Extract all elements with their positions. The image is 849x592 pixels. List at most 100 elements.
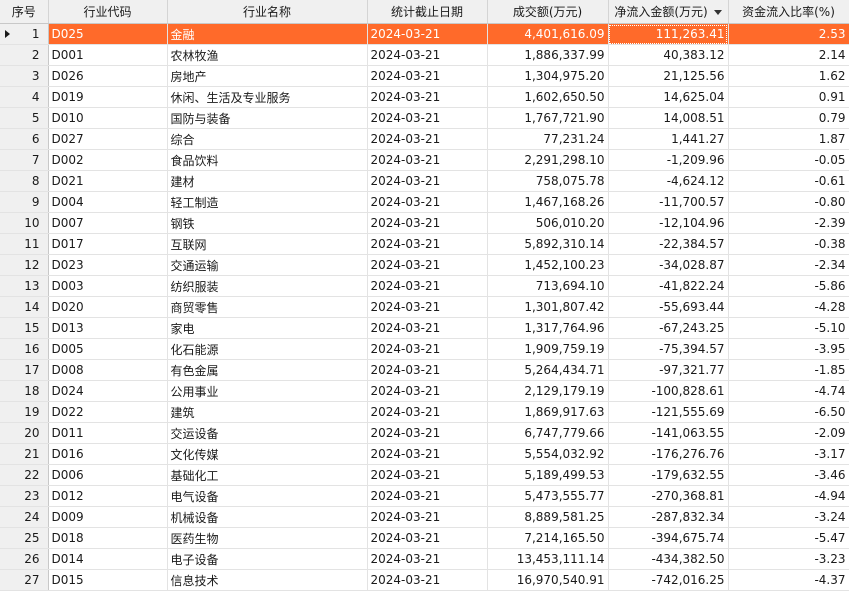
table-row[interactable]: 8 D021 建材 2024-03-21 758,075.78 -4,624.12 -0.6… [0, 170, 849, 192]
industry-code-cell[interactable]: D005 [48, 338, 168, 360]
col-header-code[interactable]: 行业代码 [48, 0, 168, 24]
net-inflow-cell[interactable]: -121,555.69 [608, 401, 729, 423]
cutoff-date-cell[interactable]: 2024-03-21 [367, 443, 488, 465]
cutoff-date-cell[interactable]: 2024-03-21 [367, 548, 488, 570]
net-inflow-cell[interactable]: 14,008.51 [608, 107, 729, 129]
row-index-cell[interactable]: 23 [0, 485, 49, 507]
row-index-cell[interactable]: 14 [0, 296, 49, 318]
table-row[interactable]: 4 D019 休闲、生活及专业服务 2024-03-21 1,602,650.50 14,… [0, 86, 849, 108]
industry-name-cell[interactable]: 医药生物 [167, 527, 368, 549]
inflow-ratio-cell[interactable]: 0.79 [728, 107, 849, 129]
turnover-cell[interactable]: 4,401,616.09 [487, 23, 609, 45]
cutoff-date-cell[interactable]: 2024-03-21 [367, 296, 488, 318]
cutoff-date-cell[interactable]: 2024-03-21 [367, 359, 488, 381]
net-inflow-cell[interactable]: -179,632.55 [608, 464, 729, 486]
industry-name-cell[interactable]: 农林牧渔 [167, 44, 368, 66]
industry-code-cell[interactable]: D020 [48, 296, 168, 318]
cutoff-date-cell[interactable]: 2024-03-21 [367, 464, 488, 486]
table-row[interactable]: 21 D016 文化传媒 2024-03-21 5,554,032.92 -176,276… [0, 443, 849, 465]
net-inflow-cell[interactable]: -67,243.25 [608, 317, 729, 339]
industry-name-cell[interactable]: 食品饮料 [167, 149, 368, 171]
inflow-ratio-cell[interactable]: -4.94 [728, 485, 849, 507]
row-index-cell[interactable]: 11 [0, 233, 49, 255]
industry-code-cell[interactable]: D025 [48, 23, 168, 45]
turnover-cell[interactable]: 1,869,917.63 [487, 401, 609, 423]
cutoff-date-cell[interactable]: 2024-03-21 [367, 191, 488, 213]
turnover-cell[interactable]: 506,010.20 [487, 212, 609, 234]
turnover-cell[interactable]: 1,317,764.96 [487, 317, 609, 339]
turnover-cell[interactable]: 713,694.10 [487, 275, 609, 297]
net-inflow-cell[interactable]: -100,828.61 [608, 380, 729, 402]
table-row[interactable]: 20 D011 交运设备 2024-03-21 6,747,779.66 -141,063… [0, 422, 849, 444]
turnover-cell[interactable]: 7,214,165.50 [487, 527, 609, 549]
table-row[interactable]: 22 D006 基础化工 2024-03-21 5,189,499.53 -179,632… [0, 464, 849, 486]
industry-code-cell[interactable]: D003 [48, 275, 168, 297]
net-inflow-cell[interactable]: 40,383.12 [608, 44, 729, 66]
turnover-cell[interactable]: 1,767,721.90 [487, 107, 609, 129]
net-inflow-cell[interactable]: -12,104.96 [608, 212, 729, 234]
inflow-ratio-cell[interactable]: -4.74 [728, 380, 849, 402]
industry-code-cell[interactable]: D006 [48, 464, 168, 486]
cutoff-date-cell[interactable]: 2024-03-21 [367, 401, 488, 423]
turnover-cell[interactable]: 1,467,168.26 [487, 191, 609, 213]
turnover-cell[interactable]: 1,602,650.50 [487, 86, 609, 108]
table-row[interactable]: 25 D018 医药生物 2024-03-21 7,214,165.50 -394,675… [0, 527, 849, 549]
row-index-cell[interactable]: 1 [0, 23, 49, 45]
net-inflow-cell[interactable]: -41,822.24 [608, 275, 729, 297]
industry-code-cell[interactable]: D024 [48, 380, 168, 402]
industry-code-cell[interactable]: D013 [48, 317, 168, 339]
turnover-cell[interactable]: 758,075.78 [487, 170, 609, 192]
net-inflow-cell[interactable]: -55,693.44 [608, 296, 729, 318]
net-inflow-cell[interactable]: -22,384.57 [608, 233, 729, 255]
row-index-cell[interactable]: 20 [0, 422, 49, 444]
row-index-cell[interactable]: 5 [0, 107, 49, 129]
industry-name-cell[interactable]: 互联网 [167, 233, 368, 255]
industry-name-cell[interactable]: 房地产 [167, 65, 368, 87]
col-header-inflow-ratio[interactable]: 资金流入比率(%) [728, 0, 849, 24]
inflow-ratio-cell[interactable]: -6.50 [728, 401, 849, 423]
industry-code-cell[interactable]: D016 [48, 443, 168, 465]
inflow-ratio-cell[interactable]: 2.14 [728, 44, 849, 66]
cutoff-date-cell[interactable]: 2024-03-21 [367, 254, 488, 276]
inflow-ratio-cell[interactable]: -1.85 [728, 359, 849, 381]
turnover-cell[interactable]: 1,304,975.20 [487, 65, 609, 87]
table-row[interactable]: 2 D001 农林牧渔 2024-03-21 1,886,337.99 40,383.12… [0, 44, 849, 66]
turnover-cell[interactable]: 5,264,434.71 [487, 359, 609, 381]
row-index-cell[interactable]: 25 [0, 527, 49, 549]
industry-code-cell[interactable]: D026 [48, 65, 168, 87]
inflow-ratio-cell[interactable]: -0.61 [728, 170, 849, 192]
industry-code-cell[interactable]: D023 [48, 254, 168, 276]
industry-code-cell[interactable]: D008 [48, 359, 168, 381]
inflow-ratio-cell[interactable]: -5.10 [728, 317, 849, 339]
industry-code-cell[interactable]: D021 [48, 170, 168, 192]
table-row[interactable]: 12 D023 交通运输 2024-03-21 1,452,100.23 -34,028.… [0, 254, 849, 276]
industry-code-cell[interactable]: D001 [48, 44, 168, 66]
industry-code-cell[interactable]: D022 [48, 401, 168, 423]
industry-code-cell[interactable]: D017 [48, 233, 168, 255]
industry-name-cell[interactable]: 国防与装备 [167, 107, 368, 129]
row-index-cell[interactable]: 4 [0, 86, 49, 108]
table-row[interactable]: 7 D002 食品饮料 2024-03-21 2,291,298.10 -1,209.96… [0, 149, 849, 171]
inflow-ratio-cell[interactable]: -2.09 [728, 422, 849, 444]
industry-code-cell[interactable]: D018 [48, 527, 168, 549]
row-index-cell[interactable]: 6 [0, 128, 49, 150]
table-row[interactable]: 1 D025 金融 2024-03-21 4,401,616.09 111,263.41 2… [0, 23, 849, 45]
net-inflow-cell[interactable]: -287,832.34 [608, 506, 729, 528]
industry-name-cell[interactable]: 公用事业 [167, 380, 368, 402]
inflow-ratio-cell[interactable]: -3.46 [728, 464, 849, 486]
row-index-cell[interactable]: 24 [0, 506, 49, 528]
inflow-ratio-cell[interactable]: -2.39 [728, 212, 849, 234]
inflow-ratio-cell[interactable]: 2.53 [728, 23, 849, 45]
inflow-ratio-cell[interactable]: 0.91 [728, 86, 849, 108]
turnover-cell[interactable]: 2,291,298.10 [487, 149, 609, 171]
net-inflow-cell[interactable]: -394,675.74 [608, 527, 729, 549]
row-index-cell[interactable]: 10 [0, 212, 49, 234]
table-row[interactable]: 16 D005 化石能源 2024-03-21 1,909,759.19 -75,394.… [0, 338, 849, 360]
net-inflow-cell[interactable]: -1,209.96 [608, 149, 729, 171]
inflow-ratio-cell[interactable]: -0.80 [728, 191, 849, 213]
row-index-cell[interactable]: 19 [0, 401, 49, 423]
col-header-net-inflow[interactable]: 净流入金额(万元) [608, 0, 729, 24]
net-inflow-cell[interactable]: -4,624.12 [608, 170, 729, 192]
cutoff-date-cell[interactable]: 2024-03-21 [367, 338, 488, 360]
industry-name-cell[interactable]: 休闲、生活及专业服务 [167, 86, 368, 108]
